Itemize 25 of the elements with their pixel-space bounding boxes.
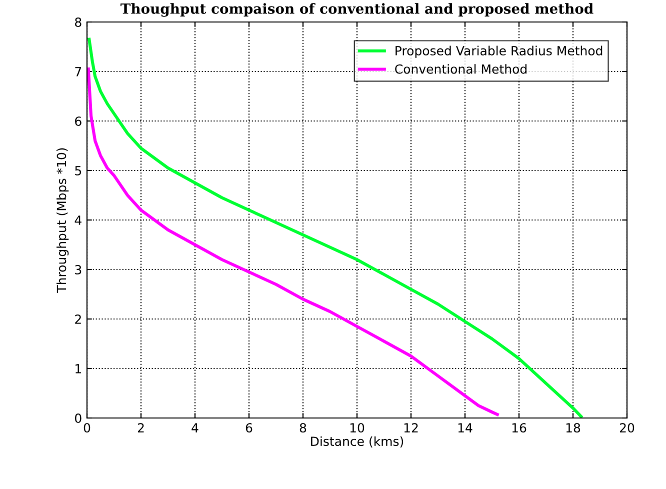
x-tick-label: 12 — [404, 423, 418, 432]
x-tick-label: 10 — [350, 423, 364, 433]
x-tick-label: 16 — [512, 423, 526, 433]
chart-title: Thoughput compaison of conventional and proposed method — [120, 3, 594, 17]
y-tick-label: 2 — [75, 314, 81, 324]
x-tick-label: 14 — [458, 423, 472, 432]
x-tick-label: 20 — [620, 423, 634, 433]
y-tick-label: 0 — [75, 413, 82, 423]
x-axis-title: Distance (kms) — [311, 436, 404, 448]
x-tick-label: 0 — [84, 423, 90, 433]
y-tick-label: 6 — [75, 116, 82, 126]
y-axis-title: Throughput (Mbps *10) — [56, 148, 69, 293]
legend-label: Proposed Variable Radius Method — [396, 46, 602, 58]
x-tick-label: 6 — [246, 423, 252, 433]
y-tick-label: 7 — [75, 67, 82, 76]
y-tick-label: 5 — [75, 166, 82, 176]
legend-label: Conventional Method — [395, 64, 526, 74]
y-tick-label: 4 — [74, 216, 82, 225]
y-tick-label: 1 — [76, 364, 81, 374]
y-tick-label: 3 — [75, 264, 82, 274]
x-tick-label: 8 — [300, 423, 306, 433]
x-tick-label: 18 — [566, 423, 580, 433]
y-tick-label: 8 — [75, 17, 82, 27]
x-tick-label: 2 — [138, 423, 144, 432]
x-tick-label: 4 — [192, 423, 198, 432]
